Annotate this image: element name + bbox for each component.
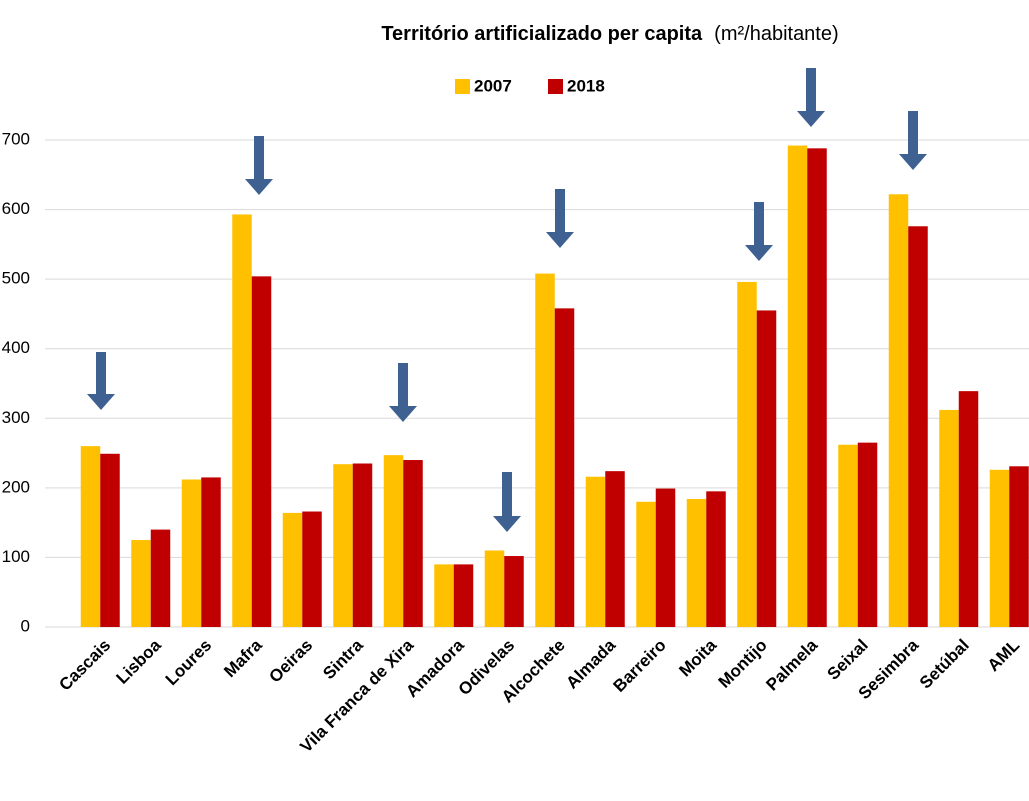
bar [636, 501, 656, 627]
bar [80, 446, 101, 627]
chart-subtitle: (m²/habitante) [714, 23, 839, 45]
x-tick-label: Sintra [319, 635, 367, 683]
x-tick-label: Palmela [762, 635, 821, 694]
x-tick-label: Moita [675, 635, 720, 680]
bar [434, 564, 454, 627]
bar [302, 511, 322, 627]
bar [251, 276, 272, 627]
y-tick-label: 500 [2, 269, 30, 288]
x-tick-label: AML [984, 636, 1023, 675]
bar [655, 488, 676, 627]
y-tick-label: 300 [2, 408, 30, 427]
bar [453, 564, 474, 627]
bar [1009, 466, 1029, 627]
y-tick-label: 400 [2, 338, 30, 357]
bar [554, 308, 575, 627]
bar [282, 512, 303, 627]
arrow [245, 136, 273, 195]
bar [403, 460, 423, 627]
arrow [493, 472, 521, 532]
chart-title-group: Território artificializado per capita (m²… [381, 23, 838, 45]
bar [838, 444, 858, 627]
bar [756, 310, 777, 627]
bar [131, 540, 151, 627]
bar [737, 281, 757, 627]
x-tick-label: Oeiras [265, 636, 316, 687]
bar [787, 145, 808, 627]
arrow [389, 363, 417, 422]
x-tick-label: Cascais [55, 636, 114, 695]
bar [100, 453, 120, 627]
bar [181, 479, 202, 627]
legend-label: 2018 [567, 76, 605, 95]
x-tick-label: Barreiro [610, 636, 670, 696]
bar [939, 409, 959, 627]
arrow [797, 68, 825, 127]
arrow [899, 111, 927, 170]
bar [585, 476, 606, 627]
bar [807, 148, 827, 627]
x-tick-label: Loures [162, 636, 216, 690]
arrows [87, 68, 927, 532]
bar [333, 464, 353, 627]
y-tick-label: 600 [2, 199, 30, 218]
bar [989, 469, 1010, 627]
x-tick-label: Mafra [220, 635, 266, 681]
legend-swatch [548, 79, 563, 94]
bar [908, 226, 928, 628]
x-tick-label: Seixal [824, 636, 872, 684]
bar [201, 477, 221, 627]
bar [383, 455, 404, 627]
bar [686, 498, 707, 627]
arrow [87, 352, 115, 410]
bar [888, 194, 909, 627]
y-tick-label: 700 [2, 129, 30, 148]
bar [958, 391, 979, 627]
x-tick-label: Lisboa [113, 635, 166, 688]
y-tick-label: 0 [21, 616, 30, 635]
arrow [745, 202, 773, 261]
bar [535, 273, 555, 627]
x-tick-label: Montijo [715, 636, 771, 692]
bar [605, 471, 625, 627]
y-tick-label: 200 [2, 477, 30, 496]
legend-label: 2007 [474, 76, 512, 95]
bar [857, 442, 878, 627]
arrow [546, 189, 574, 248]
bar [484, 550, 505, 627]
bar [504, 556, 524, 627]
y-tick-label: 100 [2, 547, 30, 566]
x-tick-label: Setúbal [916, 636, 973, 693]
bar [150, 529, 171, 627]
bar [232, 214, 252, 628]
bar [352, 463, 373, 627]
chart-title: Território artificializado per capita [381, 23, 703, 45]
legend-swatch [455, 79, 470, 94]
bar [706, 491, 726, 627]
